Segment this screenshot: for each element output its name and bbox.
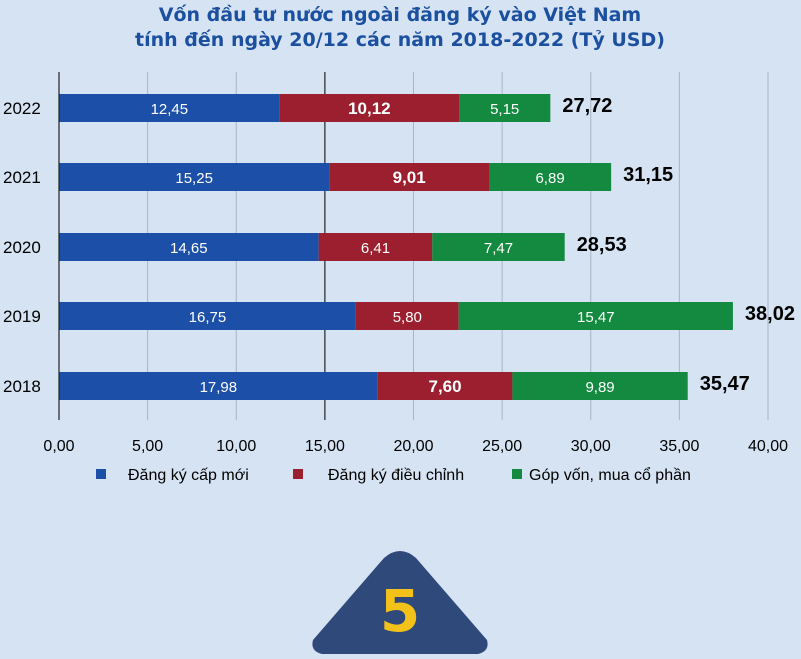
bar-segment xyxy=(59,233,319,261)
chart-title-line1: Vốn đầu tư nước ngoài đăng ký vào Việt N… xyxy=(159,3,641,26)
bar-value-label: 10,12 xyxy=(348,99,391,118)
badge-triangle xyxy=(312,551,488,654)
bar-segment xyxy=(512,372,688,400)
total-label: 35,47 xyxy=(700,373,750,395)
legend-label: Đăng ký điều chỉnh xyxy=(328,467,464,484)
y-tick-label: 2018 xyxy=(3,377,41,396)
y-tick-label: 2022 xyxy=(3,99,41,118)
bar-segment xyxy=(279,94,460,122)
bar-value-label: 17,98 xyxy=(200,379,238,396)
x-tick-label: 20,00 xyxy=(393,438,433,455)
bar-value-label: 5,80 xyxy=(393,309,422,326)
bar-value-label: 9,89 xyxy=(585,379,614,396)
bar-segment xyxy=(458,302,733,330)
bar-value-label: 6,89 xyxy=(535,170,564,187)
total-label: 28,53 xyxy=(577,234,627,256)
bars xyxy=(59,94,733,400)
bar-segment xyxy=(377,372,513,400)
bar-segment xyxy=(59,163,330,191)
x-tick-label: 15,00 xyxy=(305,438,345,455)
bar-segment xyxy=(489,163,612,191)
bar-value-label: 9,01 xyxy=(393,168,426,187)
legend: Đăng ký cấp mới Đăng ký điều chỉnh Góp vốn… xyxy=(96,466,691,484)
total-label: 38,02 xyxy=(745,303,795,325)
number-badge: 5 xyxy=(312,551,488,654)
x-tick-label: 25,00 xyxy=(482,438,522,455)
legend-swatch xyxy=(293,469,303,479)
bar-value-label: 6,41 xyxy=(361,240,390,257)
bar-segment xyxy=(432,233,565,261)
bar-value-label: 15,25 xyxy=(175,170,213,187)
y-tick-label: 2021 xyxy=(3,168,41,187)
legend-swatch xyxy=(512,469,522,479)
total-label: 27,72 xyxy=(562,95,612,117)
x-tick-label: 5,00 xyxy=(132,438,163,455)
bar-value-label: 7,47 xyxy=(484,240,513,257)
bar-value-label: 16,75 xyxy=(189,309,227,326)
x-tick-label: 40,00 xyxy=(748,438,788,455)
badge-number: 5 xyxy=(380,577,420,645)
data-labels: 12,45 10,12 5,15 27,72 15,25 9,01 6,89 31,15 14,… xyxy=(151,95,795,396)
chart-title-line2: tính đến ngày 20/12 các năm 2018-2022 (T… xyxy=(135,28,665,51)
bar-segment xyxy=(355,302,459,330)
y-tick-label: 2020 xyxy=(3,238,41,257)
legend-label: Góp vốn, mua cổ phần xyxy=(529,466,691,484)
bar-value-label: 14,65 xyxy=(170,240,208,257)
x-tick-label: 0,00 xyxy=(43,438,74,455)
bar-segment xyxy=(459,94,551,122)
x-tick-label: 10,00 xyxy=(216,438,256,455)
axes: 2022 2021 2020 2019 2018 0,00 5,00 10,00 15,00 20… xyxy=(3,72,788,455)
bar-segment xyxy=(318,233,433,261)
bar-value-label: 12,45 xyxy=(151,101,189,118)
total-label: 31,15 xyxy=(623,164,673,186)
bar-segment xyxy=(59,372,378,400)
legend-swatch xyxy=(96,469,106,479)
legend-label: Đăng ký cấp mới xyxy=(128,467,249,484)
bar-value-label: 15,47 xyxy=(577,309,615,326)
x-tick-label: 30,00 xyxy=(571,438,611,455)
bar-value-label: 7,60 xyxy=(429,377,462,396)
bar-segment xyxy=(329,163,490,191)
bar-segment xyxy=(59,302,356,330)
bar-value-label: 5,15 xyxy=(490,101,519,118)
x-tick-label: 35,00 xyxy=(659,438,699,455)
y-tick-label: 2019 xyxy=(3,307,41,326)
bar-segment xyxy=(59,94,280,122)
